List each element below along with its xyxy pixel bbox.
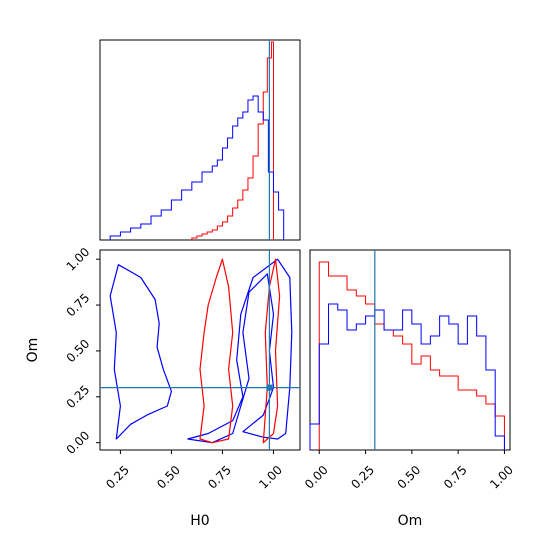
- hist-H0-frame: [99, 39, 301, 241]
- contour-truth-marker: [266, 384, 273, 391]
- contour-x-ticks: 0.25 0.50 0.75 1.00: [103, 450, 285, 492]
- contour-y-tick-label: 0.75: [64, 291, 93, 320]
- hist-Om-x-tick-label: 1.00: [487, 463, 516, 492]
- hist-H0-marks: [109, 40, 285, 240]
- contour-marks: [100, 250, 300, 450]
- hist-Om-marks: [309, 250, 505, 450]
- contour-red-inner: [262, 258, 281, 444]
- hist-Om-x-tick-label: 0.50: [395, 463, 424, 492]
- contour-x-axis-label: H0: [190, 513, 209, 529]
- contour-panel: 0.25 0.50 0.75 1.00 0.00 0.25 0.50 0.75 1.00 H0…: [25, 245, 301, 529]
- contour-y-tick-label: 0.00: [64, 428, 93, 457]
- contour-x-tick-label: 0.25: [103, 463, 132, 492]
- contour-x-tick-label: 1.00: [256, 463, 285, 492]
- contour-y-tick-label: 0.25: [64, 382, 93, 411]
- contour-y-tick-label: 0.50: [64, 337, 93, 366]
- hist-Om-x-tick-label: 0.25: [348, 463, 377, 492]
- contour-y-tick-label: 1.00: [64, 245, 93, 274]
- hist-Om-frame: [309, 249, 511, 451]
- hist-Om-red-series: [318, 261, 505, 450]
- hist-Om-x-tick-label: 0.75: [441, 463, 470, 492]
- contour-x-tick-label: 0.75: [205, 463, 234, 492]
- contour-red-outer: [199, 258, 234, 444]
- contour-frame: [99, 249, 301, 451]
- hist-Om-blue-series: [309, 303, 505, 450]
- contour-blue-inner: [187, 258, 293, 444]
- hist-H0-panel: [99, 39, 301, 241]
- contour-y-ticks: 0.00 0.25 0.50 0.75 1.00: [64, 245, 100, 457]
- hist-Om-x-tick-label: 0.00: [302, 463, 331, 492]
- hist-H0-blue-series: [109, 95, 285, 240]
- hist-Om-panel: 0.00 0.25 0.50 0.75 1.00 Om: [302, 249, 516, 529]
- hist-Om-x-axis-label: Om: [398, 513, 423, 529]
- hist-Om-x-ticks: 0.00 0.25 0.50 0.75 1.00: [302, 450, 516, 492]
- contour-y-axis-label: Om: [25, 338, 41, 363]
- contour-blue-outer: [109, 264, 172, 440]
- contour-x-tick-label: 0.50: [154, 463, 183, 492]
- hist-H0-red-series: [191, 41, 274, 240]
